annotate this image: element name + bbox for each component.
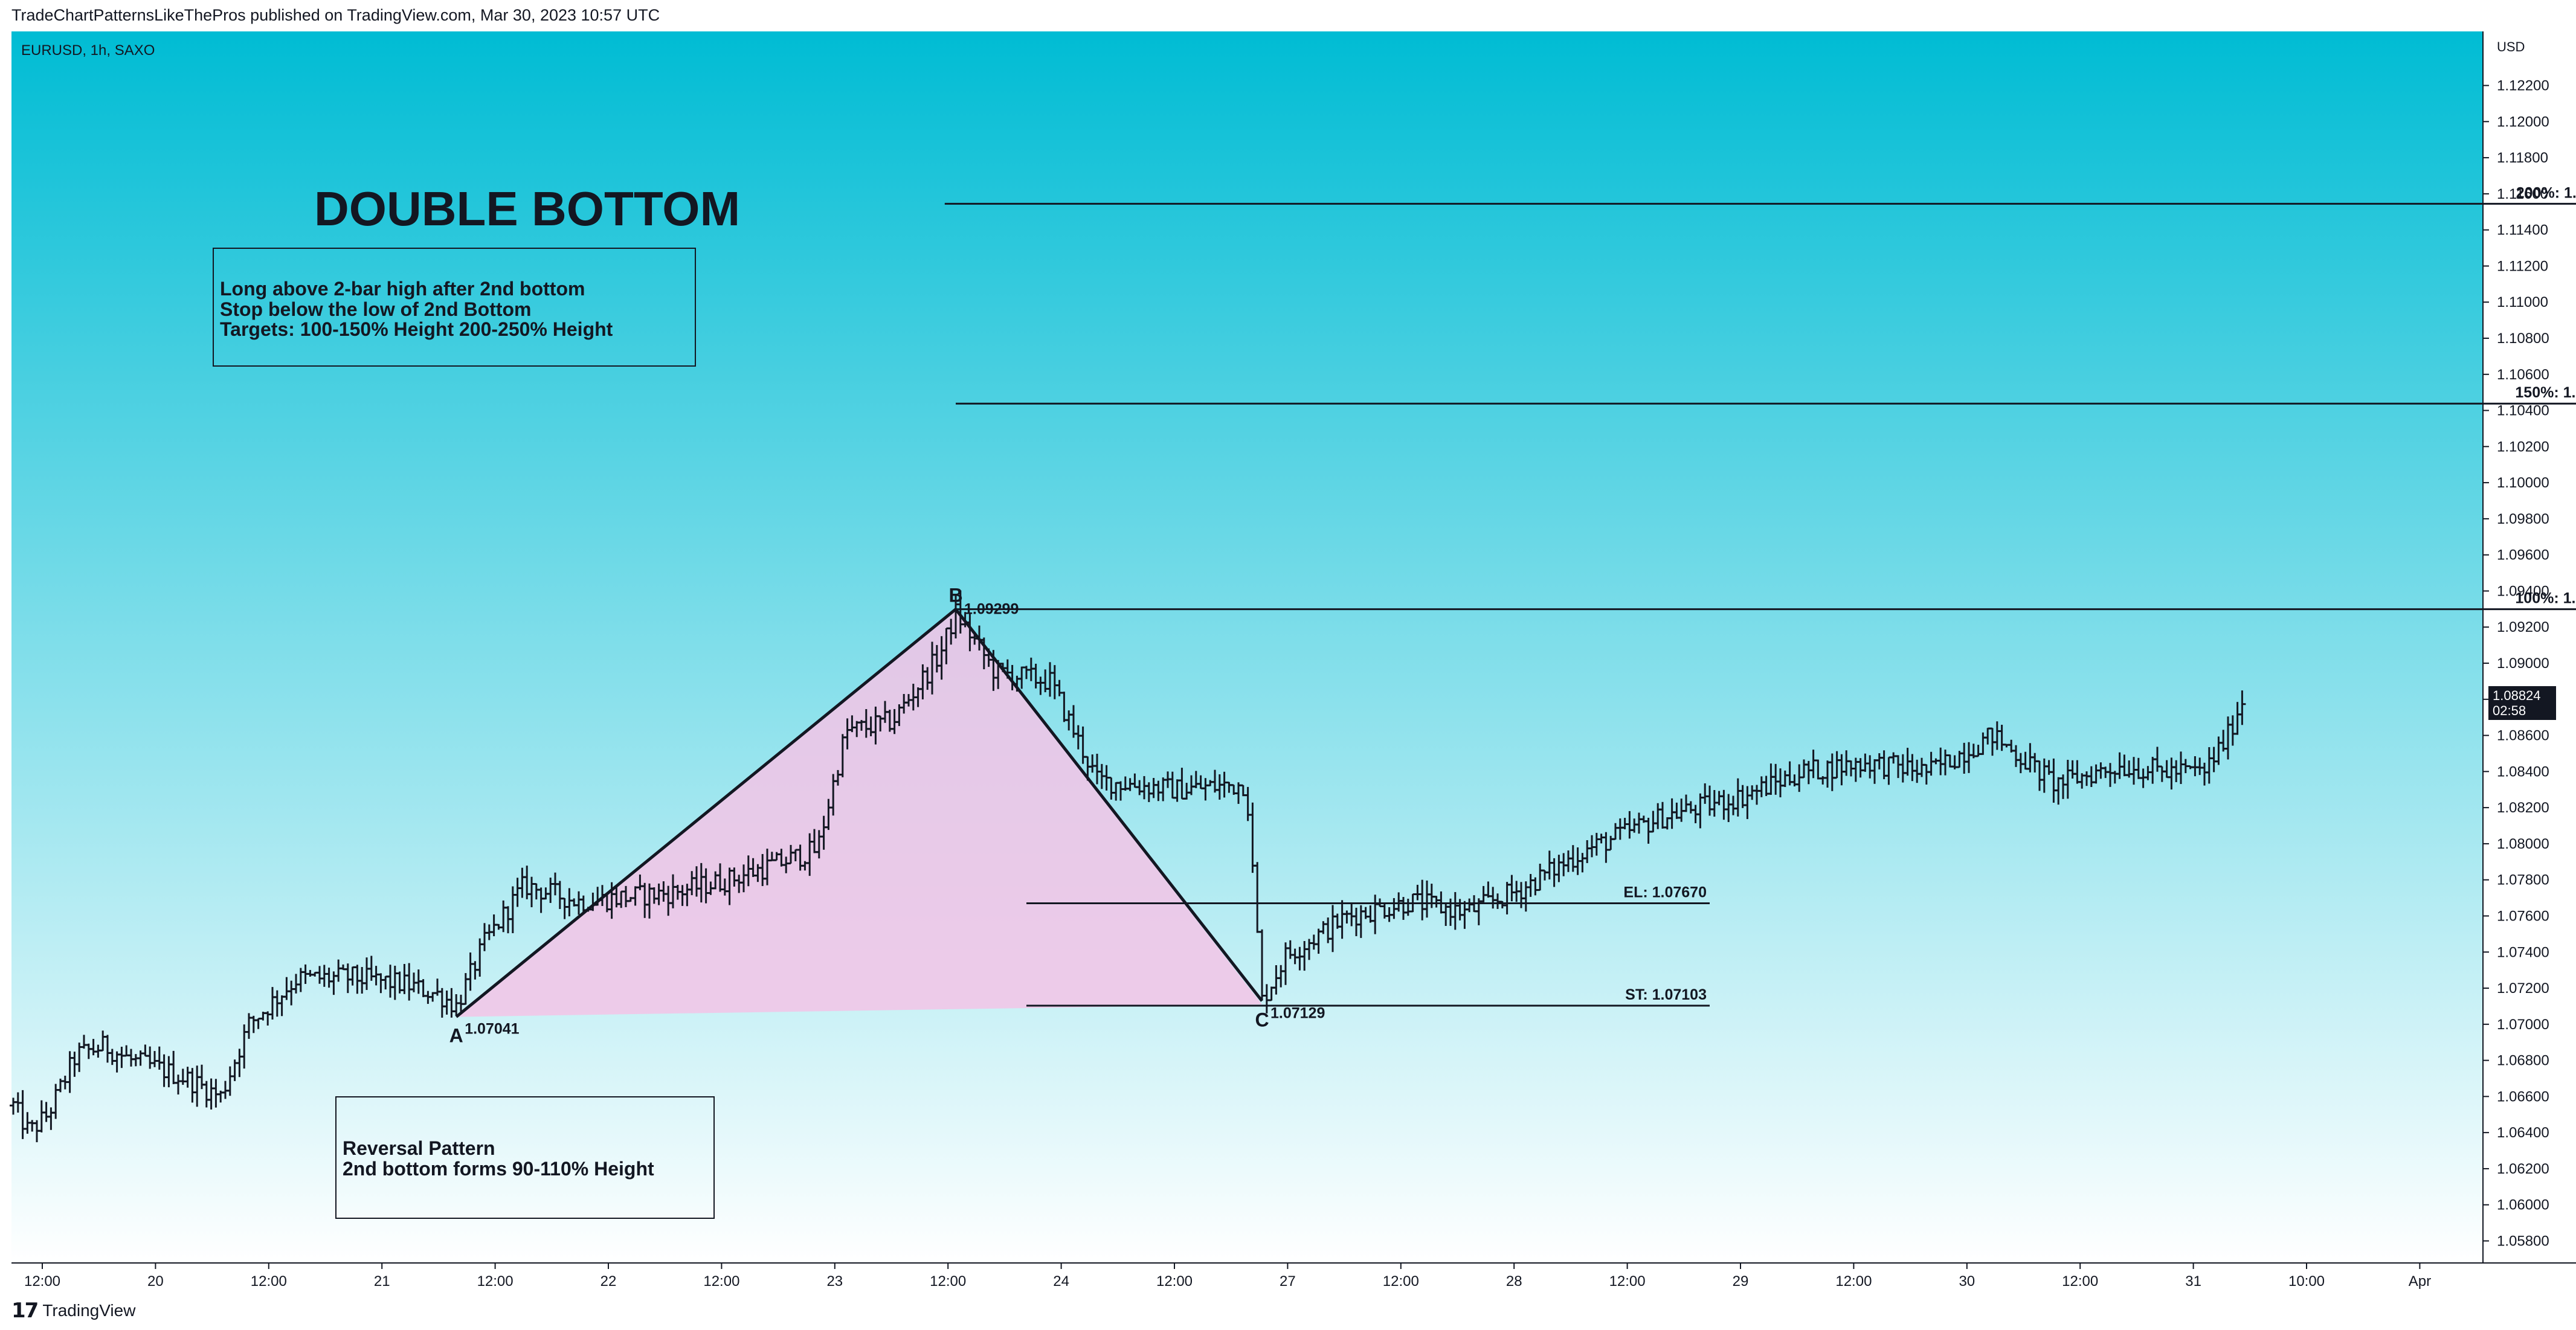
rules-note-box: Long above 2-bar high after 2nd bottom S… xyxy=(213,248,696,367)
x-tick-label: 12:00 xyxy=(2062,1273,2098,1290)
y-tick-label: 1.11400 xyxy=(2497,222,2548,239)
x-tick-label: 12:00 xyxy=(251,1273,287,1290)
pattern-point-value: 1.07041 xyxy=(465,1021,519,1038)
target-level-label: EL: 1.07670 xyxy=(1623,884,1707,901)
x-tick-label: 12:00 xyxy=(1383,1273,1419,1290)
x-tick-label: Apr xyxy=(2409,1273,2431,1290)
symbol-info[interactable]: EURUSD, 1h, SAXO xyxy=(21,42,155,59)
y-tick-label: 1.07400 xyxy=(2497,944,2549,960)
y-tick-label: 1.08600 xyxy=(2497,728,2549,744)
pattern-line: 2nd bottom forms 90-110% Height xyxy=(343,1157,654,1180)
chart-title: DOUBLE BOTTOM xyxy=(314,182,741,236)
pattern-line: Reversal Pattern xyxy=(343,1137,495,1159)
y-tick-label: 1.11600 xyxy=(2497,186,2548,202)
x-tick-label: 23 xyxy=(826,1273,843,1290)
x-tick-label: 12:00 xyxy=(703,1273,739,1290)
y-tick-label: 1.10000 xyxy=(2497,475,2549,491)
x-tick-label: 12:00 xyxy=(930,1273,966,1290)
y-tick-label: 1.07000 xyxy=(2497,1017,2549,1033)
price-bars-layer xyxy=(10,590,2246,1143)
pattern-point-value: 1.07129 xyxy=(1270,1004,1325,1021)
x-tick-label: 12:00 xyxy=(1835,1273,1872,1290)
y-tick-label: 1.09400 xyxy=(2497,583,2549,599)
y-tick-label: 1.11800 xyxy=(2497,150,2548,166)
pattern-point-letter: A xyxy=(449,1025,463,1047)
y-tick-label: 1.08400 xyxy=(2497,763,2549,780)
y-tick-label: 1.11200 xyxy=(2497,258,2548,274)
target-level-label: ST: 1.07103 xyxy=(1625,986,1707,1003)
y-tick-label: 1.09800 xyxy=(2497,511,2549,527)
x-tick-label: 29 xyxy=(1733,1273,1749,1290)
x-tick-label: 21 xyxy=(374,1273,390,1290)
y-tick-label: 1.10600 xyxy=(2497,367,2549,383)
y-tick-label: 1.06600 xyxy=(2497,1088,2549,1105)
y-tick-label: 1.07800 xyxy=(2497,872,2549,888)
y-tick-label: 1.08200 xyxy=(2497,800,2549,816)
pattern-layer xyxy=(455,608,1263,1018)
y-tick-label: 1.09000 xyxy=(2497,655,2549,672)
rule-line: Long above 2-bar high after 2nd bottom xyxy=(220,278,585,300)
y-tick-label: 1.12000 xyxy=(2497,114,2549,130)
y-tick-label: 1.07200 xyxy=(2497,980,2549,997)
x-tick-label: 31 xyxy=(2185,1273,2201,1290)
y-tick-label: 1.05800 xyxy=(2497,1233,2549,1250)
pattern-leg-ab xyxy=(455,608,957,1018)
pattern-point-letter: B xyxy=(948,585,962,606)
x-tick-label: 12:00 xyxy=(477,1273,514,1290)
pattern-area-fill xyxy=(456,609,1263,1017)
last-price-value: 1.08824 xyxy=(2493,688,2541,703)
y-tick-label: 1.06800 xyxy=(2497,1053,2549,1069)
y-tick-label: 1.10400 xyxy=(2497,403,2549,419)
y-tick-label: 1.11000 xyxy=(2497,294,2548,310)
pattern-note-box: Reversal Pattern 2nd bottom forms 90-110… xyxy=(335,1096,715,1219)
y-tick-label: 1.12200 xyxy=(2497,78,2549,94)
y-tick-label: 1.09600 xyxy=(2497,547,2549,564)
x-tick-label: 28 xyxy=(1506,1273,1522,1290)
x-tick-label: 30 xyxy=(1959,1273,1975,1290)
y-tick-label: 1.06400 xyxy=(2497,1125,2549,1141)
y-tick-label: 1.06200 xyxy=(2497,1161,2549,1177)
y-tick-label: 1.10800 xyxy=(2497,330,2549,347)
levels-layer: 200%: 1.11545 150%: 1.10438 100%: 1.09299 E… xyxy=(944,184,2576,1007)
pattern-points-layer: A 1.07041 B1.09299 C 1.07129 xyxy=(449,585,1325,1047)
currency-label: USD xyxy=(2497,39,2525,54)
rule-line: Stop below the low of 2nd Bottom xyxy=(220,298,532,320)
y-tick-label: 1.08000 xyxy=(2497,836,2549,852)
x-tick-label: 10:00 xyxy=(2288,1273,2325,1290)
y-tick-label: 1.07600 xyxy=(2497,908,2549,924)
x-tick-label: 27 xyxy=(1280,1273,1296,1290)
chart-plot-area[interactable] xyxy=(11,31,2483,1263)
target-level-label: 200%: 1.11545 xyxy=(2516,184,2576,201)
brand-name: TradingView xyxy=(42,1301,136,1320)
x-tick-label: 22 xyxy=(601,1273,617,1290)
axes-layer: USD 1.12200 1.12000 1.11800 1.11600 1.11400 1.… xyxy=(11,31,2576,1290)
x-tick-label: 12:00 xyxy=(1156,1273,1193,1290)
publisher-line: TradeChartPatternsLikeThePros published … xyxy=(11,6,660,24)
bar-countdown: 02:58 xyxy=(2493,703,2526,718)
x-tick-label: 12:00 xyxy=(1609,1273,1646,1290)
last-price-tag: 1.08824 02:58 xyxy=(2488,686,2556,720)
x-tick-label: 24 xyxy=(1053,1273,1069,1290)
target-level-label: 150%: 1.10438 xyxy=(2515,384,2576,401)
x-tick-label: 20 xyxy=(147,1273,164,1290)
pattern-point-letter: C xyxy=(1255,1009,1269,1030)
y-tick-label: 1.10200 xyxy=(2497,439,2549,455)
x-tick-label: 12:00 xyxy=(24,1273,60,1290)
pattern-point-value: 1.09299 xyxy=(964,601,1019,618)
y-tick-label: 1.09200 xyxy=(2497,619,2549,635)
target-level-label: 100%: 1.09299 xyxy=(2515,590,2576,607)
y-tick-label: 1.06000 xyxy=(2497,1197,2549,1213)
tradingview-icon: 17 xyxy=(11,1299,39,1323)
tradingview-logo[interactable]: 17 TradingView xyxy=(11,1299,136,1323)
rule-line: Targets: 100-150% Height 200-250% Height xyxy=(220,318,613,341)
